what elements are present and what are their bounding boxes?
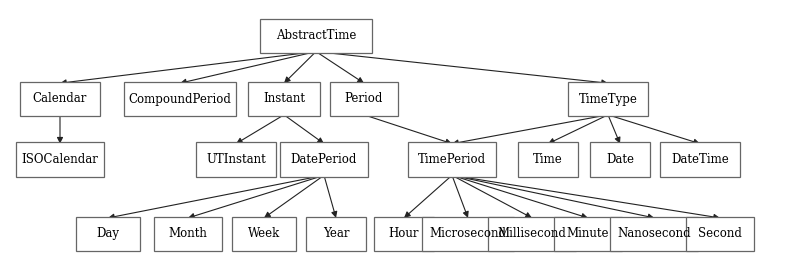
FancyBboxPatch shape — [76, 217, 140, 251]
Text: Day: Day — [97, 227, 119, 240]
Text: DateTime: DateTime — [671, 153, 729, 166]
FancyBboxPatch shape — [20, 82, 100, 116]
FancyBboxPatch shape — [248, 82, 320, 116]
Text: Instant: Instant — [263, 92, 305, 106]
FancyBboxPatch shape — [590, 142, 650, 177]
Text: Minute: Minute — [566, 227, 610, 240]
Text: ISOCalendar: ISOCalendar — [22, 153, 98, 166]
Text: TimeType: TimeType — [578, 92, 638, 106]
Text: Hour: Hour — [389, 227, 419, 240]
FancyBboxPatch shape — [196, 142, 276, 177]
FancyBboxPatch shape — [568, 82, 648, 116]
FancyBboxPatch shape — [660, 142, 740, 177]
FancyBboxPatch shape — [686, 217, 754, 251]
FancyBboxPatch shape — [306, 217, 366, 251]
Text: Month: Month — [169, 227, 207, 240]
FancyBboxPatch shape — [330, 82, 398, 116]
FancyBboxPatch shape — [488, 217, 576, 251]
Text: DatePeriod: DatePeriod — [291, 153, 357, 166]
Text: AbstractTime: AbstractTime — [276, 29, 356, 42]
FancyBboxPatch shape — [124, 82, 236, 116]
FancyBboxPatch shape — [16, 142, 104, 177]
Text: Time: Time — [533, 153, 563, 166]
FancyBboxPatch shape — [518, 142, 578, 177]
FancyBboxPatch shape — [408, 142, 496, 177]
Text: Week: Week — [248, 227, 280, 240]
Text: Second: Second — [698, 227, 742, 240]
FancyBboxPatch shape — [260, 19, 372, 53]
Text: Nanosecond: Nanosecond — [618, 227, 691, 240]
Text: Millisecond: Millisecond — [498, 227, 566, 240]
Text: Date: Date — [606, 153, 634, 166]
FancyBboxPatch shape — [610, 217, 698, 251]
FancyBboxPatch shape — [374, 217, 434, 251]
FancyBboxPatch shape — [422, 217, 514, 251]
Text: Calendar: Calendar — [33, 92, 87, 106]
FancyBboxPatch shape — [280, 142, 368, 177]
FancyBboxPatch shape — [232, 217, 296, 251]
FancyBboxPatch shape — [554, 217, 622, 251]
Text: CompoundPeriod: CompoundPeriod — [129, 92, 231, 106]
Text: UTInstant: UTInstant — [206, 153, 266, 166]
Text: Year: Year — [322, 227, 350, 240]
Text: TimePeriod: TimePeriod — [418, 153, 486, 166]
Text: Microsecond: Microsecond — [430, 227, 506, 240]
FancyBboxPatch shape — [154, 217, 222, 251]
Text: Period: Period — [345, 92, 383, 106]
